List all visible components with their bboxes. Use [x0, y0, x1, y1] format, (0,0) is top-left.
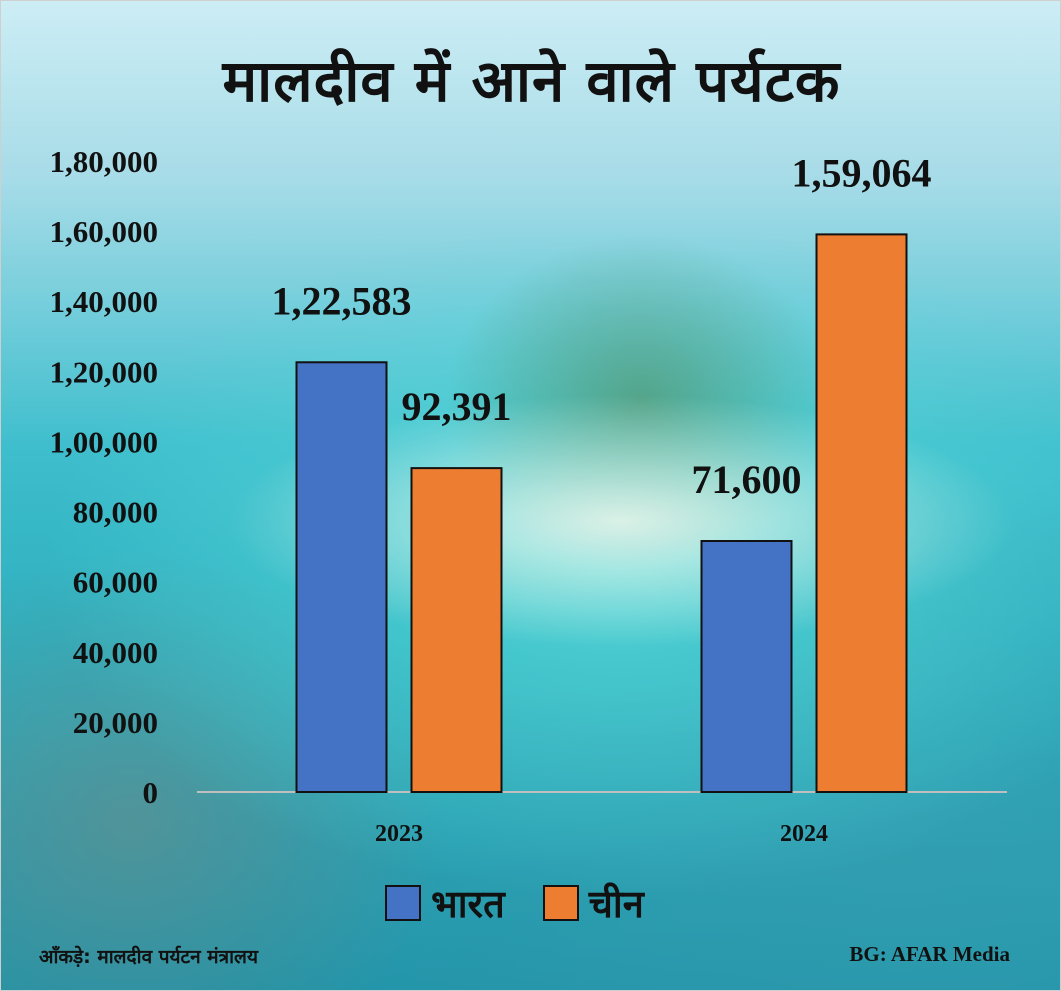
legend-label-india: भारत [431, 882, 505, 926]
y-tick-label: 1,80,000 [50, 144, 159, 179]
y-tick-label: 40,000 [73, 635, 158, 670]
chart-title: मालदीव में आने वाले पर्यटक [222, 47, 841, 115]
legend-swatch-china [542, 885, 579, 921]
y-tick-label: 0 [143, 775, 159, 810]
legend: भारत चीन [385, 877, 682, 929]
y-tick-label: 60,000 [73, 565, 158, 600]
data-labels: 1,22,583 71,600 92,391 1,59,064 [272, 150, 932, 502]
bar-india-2024 [700, 540, 793, 793]
legend-label-china: चीन [588, 882, 644, 926]
legend-item-india: भारत [385, 877, 505, 929]
y-tick-label: 1,60,000 [50, 214, 159, 249]
data-label-india-2023: 1,22,583 [272, 278, 412, 323]
data-label-india-2024: 71,600 [692, 457, 802, 502]
data-label-china-2023: 92,391 [402, 384, 512, 429]
source-note: आँकड़े: मालदीव पर्यटन मंत्रालय [39, 946, 258, 968]
image-credit: BG: AFAR Media [849, 942, 1010, 966]
y-tick-label: 20,000 [73, 705, 158, 740]
y-tick-label: 1,40,000 [50, 284, 159, 319]
bar-china-2023 [410, 467, 503, 793]
bar-india-2023 [295, 361, 388, 793]
bar-china-2024 [815, 233, 908, 793]
bars [295, 233, 908, 793]
data-label-china-2024: 1,59,064 [792, 150, 932, 195]
legend-item-china: चीन [542, 877, 644, 929]
y-tick-label: 1,20,000 [50, 354, 159, 389]
legend-swatch-india [385, 885, 421, 921]
x-axis: 2023 2024 [375, 821, 828, 847]
y-axis: 0 20,000 40,000 60,000 80,000 1,00,000 1,20,00… [50, 144, 159, 810]
x-tick-label: 2024 [780, 821, 828, 847]
y-tick-label: 1,00,000 [50, 424, 159, 459]
x-tick-label: 2023 [375, 821, 423, 847]
y-tick-label: 80,000 [73, 495, 158, 530]
